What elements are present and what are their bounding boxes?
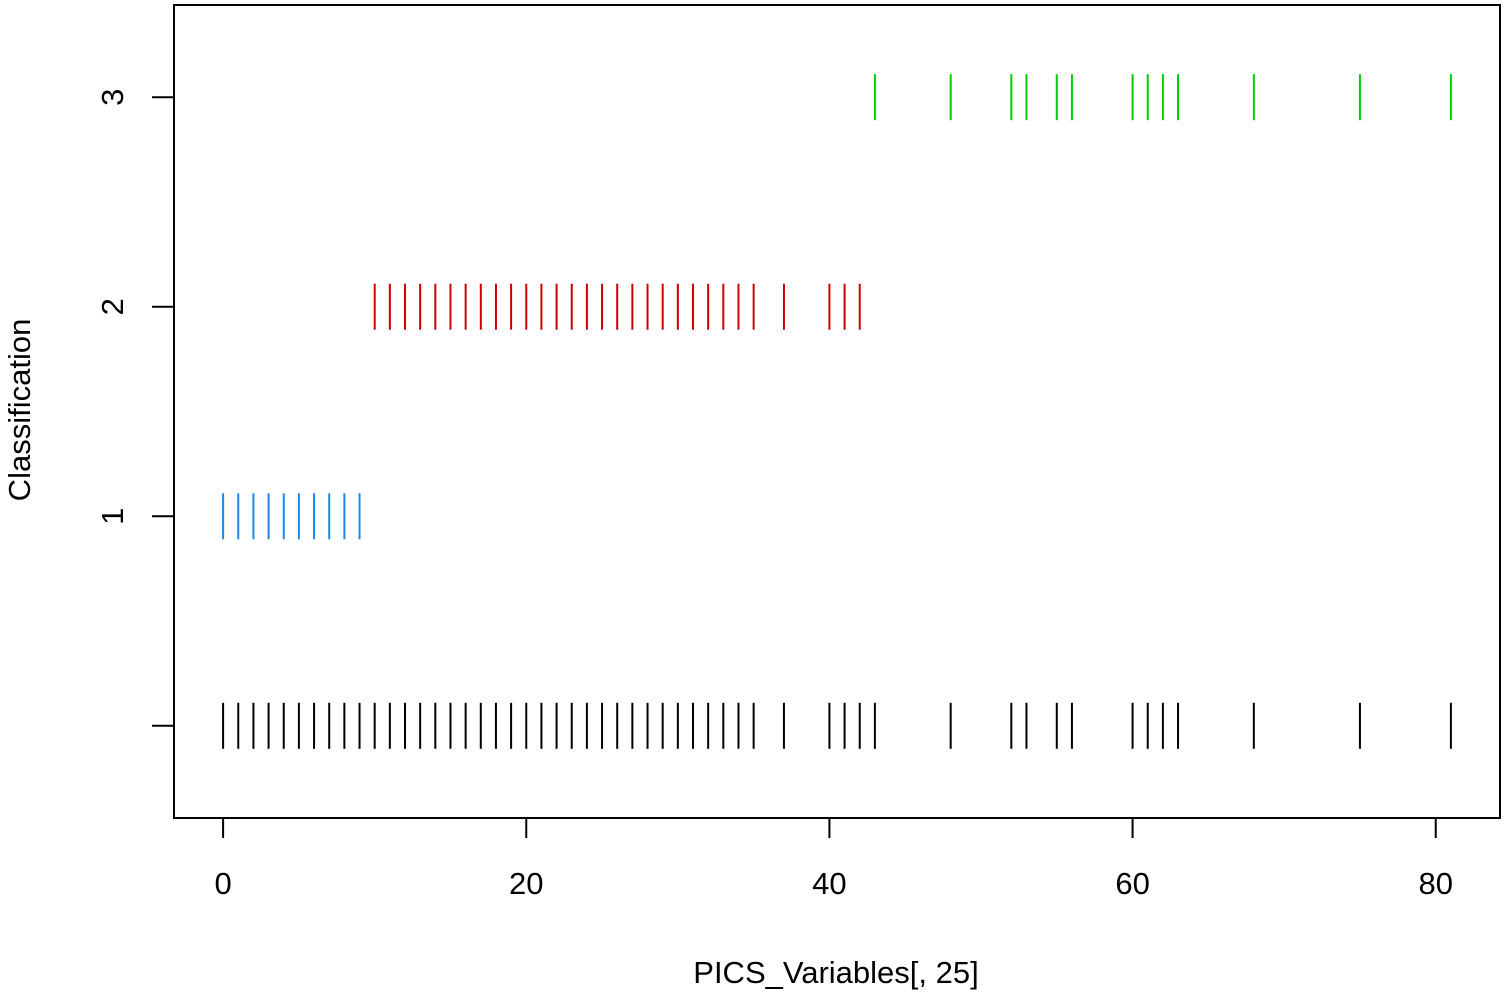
x-tick-label: 40 [812, 866, 846, 901]
x-tick-label: 60 [1115, 866, 1149, 901]
y-tick-label: 1 [95, 508, 130, 525]
x-tick-label: 20 [509, 866, 543, 901]
plot-frame [173, 4, 1501, 819]
y-tick-label: 3 [95, 89, 130, 106]
x-tick-label: 80 [1418, 866, 1452, 901]
x-tick-label: 0 [214, 866, 231, 901]
y-axis-label: Classification [2, 319, 37, 502]
y-tick-label: 2 [95, 298, 130, 315]
x-axis-label: PICS_Variables[, 25] [693, 955, 978, 990]
